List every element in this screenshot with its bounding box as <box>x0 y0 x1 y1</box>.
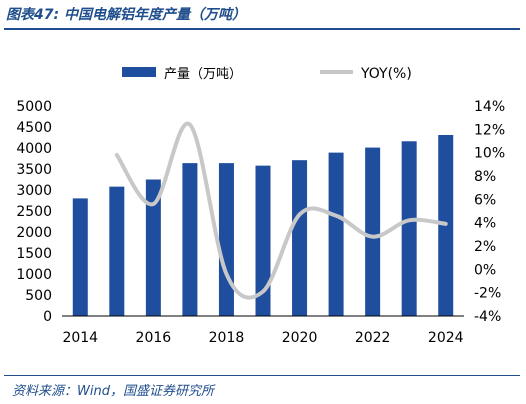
x-tick-label: 2018 <box>209 330 245 346</box>
y-right-tick-label: 2% <box>474 239 496 255</box>
y-right-tick-label: 12% <box>474 122 505 138</box>
x-tick-label: 2020 <box>282 330 318 346</box>
source-rule <box>4 375 520 376</box>
bar-2014 <box>72 198 88 316</box>
x-tick-label: 2022 <box>355 330 391 346</box>
y-left-tick-label: 5000 <box>16 99 52 115</box>
bar-2020 <box>292 160 308 316</box>
bar-2018 <box>218 163 234 316</box>
y-right-tick-label: 8% <box>474 169 496 185</box>
y-right-tick-label: -4% <box>474 309 501 325</box>
y-left-tick-label: 3000 <box>16 183 52 199</box>
bar-2021 <box>328 152 344 316</box>
y-left-tick-label: 1000 <box>16 267 52 283</box>
y-left-tick-label: 0 <box>43 309 52 325</box>
y-right-tick-label: 4% <box>474 216 496 232</box>
legend-line-label: YOY(%) <box>360 66 412 82</box>
bar-2022 <box>365 147 381 316</box>
legend-bar-label: 产量（万吨） <box>164 67 242 82</box>
bar-2023 <box>401 141 417 316</box>
y-right-tick-label: 0% <box>474 262 496 278</box>
bar-2016 <box>145 179 161 316</box>
y-right-tick-label: 6% <box>474 192 496 208</box>
x-tick-label: 2014 <box>62 330 98 346</box>
y-left-tick-label: 2000 <box>16 225 52 241</box>
y-right-tick-label: 10% <box>474 146 505 162</box>
y-left-tick-label: 4500 <box>16 120 52 136</box>
yoy-line <box>114 121 448 300</box>
source-note: 资料来源：Wind，国盛证券研究所 <box>12 384 214 399</box>
y-right-tick-label: -2% <box>474 286 501 302</box>
bar-2019 <box>255 165 271 316</box>
bar-2017 <box>182 163 198 316</box>
y-left-tick-label: 500 <box>25 288 52 304</box>
y-left-tick-label: 1500 <box>16 246 52 262</box>
y-left-tick-label: 2500 <box>16 204 52 220</box>
chart-title: 图表47: 中国电解铝年度产量（万吨） <box>6 7 246 23</box>
y-left-tick-label: 4000 <box>16 141 52 157</box>
y-right-tick-label: 14% <box>474 99 505 115</box>
bar-2015 <box>109 186 125 316</box>
y-left-tick-label: 3500 <box>16 162 52 178</box>
x-tick-label: 2024 <box>428 330 464 346</box>
title-rule <box>4 28 520 30</box>
x-tick-label: 2016 <box>136 330 172 346</box>
legend-bar-swatch <box>122 67 156 77</box>
